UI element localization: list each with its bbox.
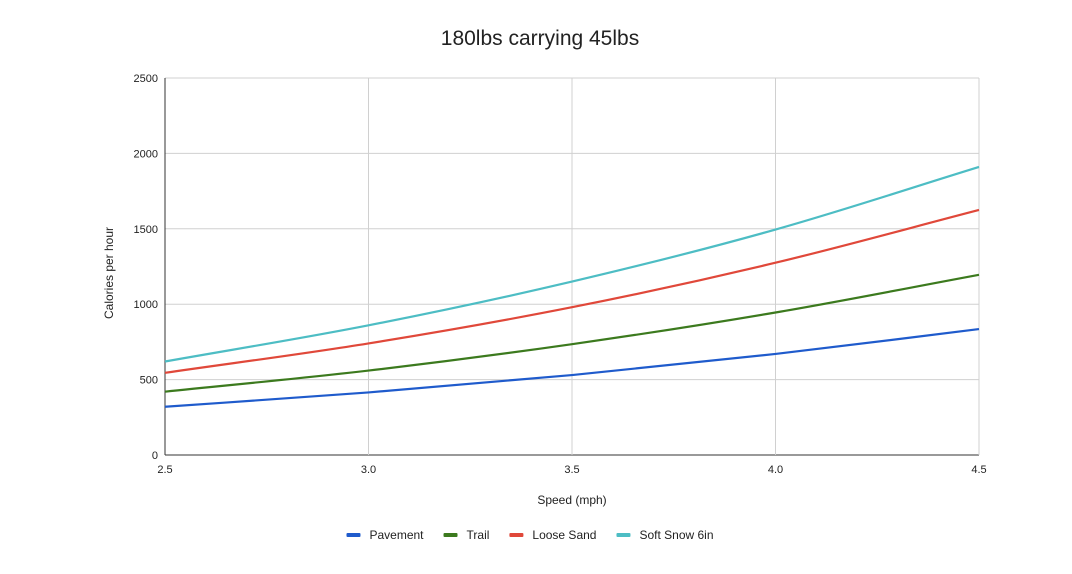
x-tick-label: 4.0 [768,464,783,476]
legend-swatch [346,533,361,537]
legend-swatch [443,533,458,537]
y-tick-label: 1000 [134,299,158,311]
y-tick-label: 1500 [134,224,158,236]
y-tick-label: 2000 [134,148,158,160]
grid [164,77,980,456]
legend-label: Soft Snow 6in [639,528,713,542]
legend: Pavement Trail Loose Sand Soft Snow 6in [346,528,714,542]
legend-label: Pavement [369,528,424,542]
legend-item-pavement: Pavement [346,528,424,542]
series-line-loose-sand [164,208,980,374]
x-axis-label: Speed (mph) [537,493,606,507]
y-tick-label: 500 [140,375,158,387]
legend-label: Loose Sand [532,528,596,542]
legend-swatch [616,533,631,537]
legend-item-soft-snow-6in: Soft Snow 6in [616,528,714,542]
series-line-trail [164,273,980,393]
legend-swatch [509,533,524,537]
x-tick-label: 2.5 [157,464,172,476]
legend-item-trail: Trail [443,528,490,542]
y-tick-label: 2500 [134,73,158,85]
y-axis-label: Calories per hour [102,227,116,319]
axes: 0 500 1000 1500 2000 2500 2.5 3.0 3.5 4.0 4.5 [134,73,987,476]
legend-label: Trail [467,528,490,542]
series-lines [164,165,980,408]
x-tick-label: 4.5 [971,464,986,476]
series-line-soft-snow-6in [164,165,980,363]
x-tick-label: 3.5 [564,464,579,476]
legend-item-loose-sand: Loose Sand [509,528,596,542]
series-line-pavement [164,327,980,408]
chart-title: 180lbs carrying 45lbs [441,27,639,50]
x-tick-label: 3.0 [361,464,376,476]
y-tick-label: 0 [152,450,158,462]
